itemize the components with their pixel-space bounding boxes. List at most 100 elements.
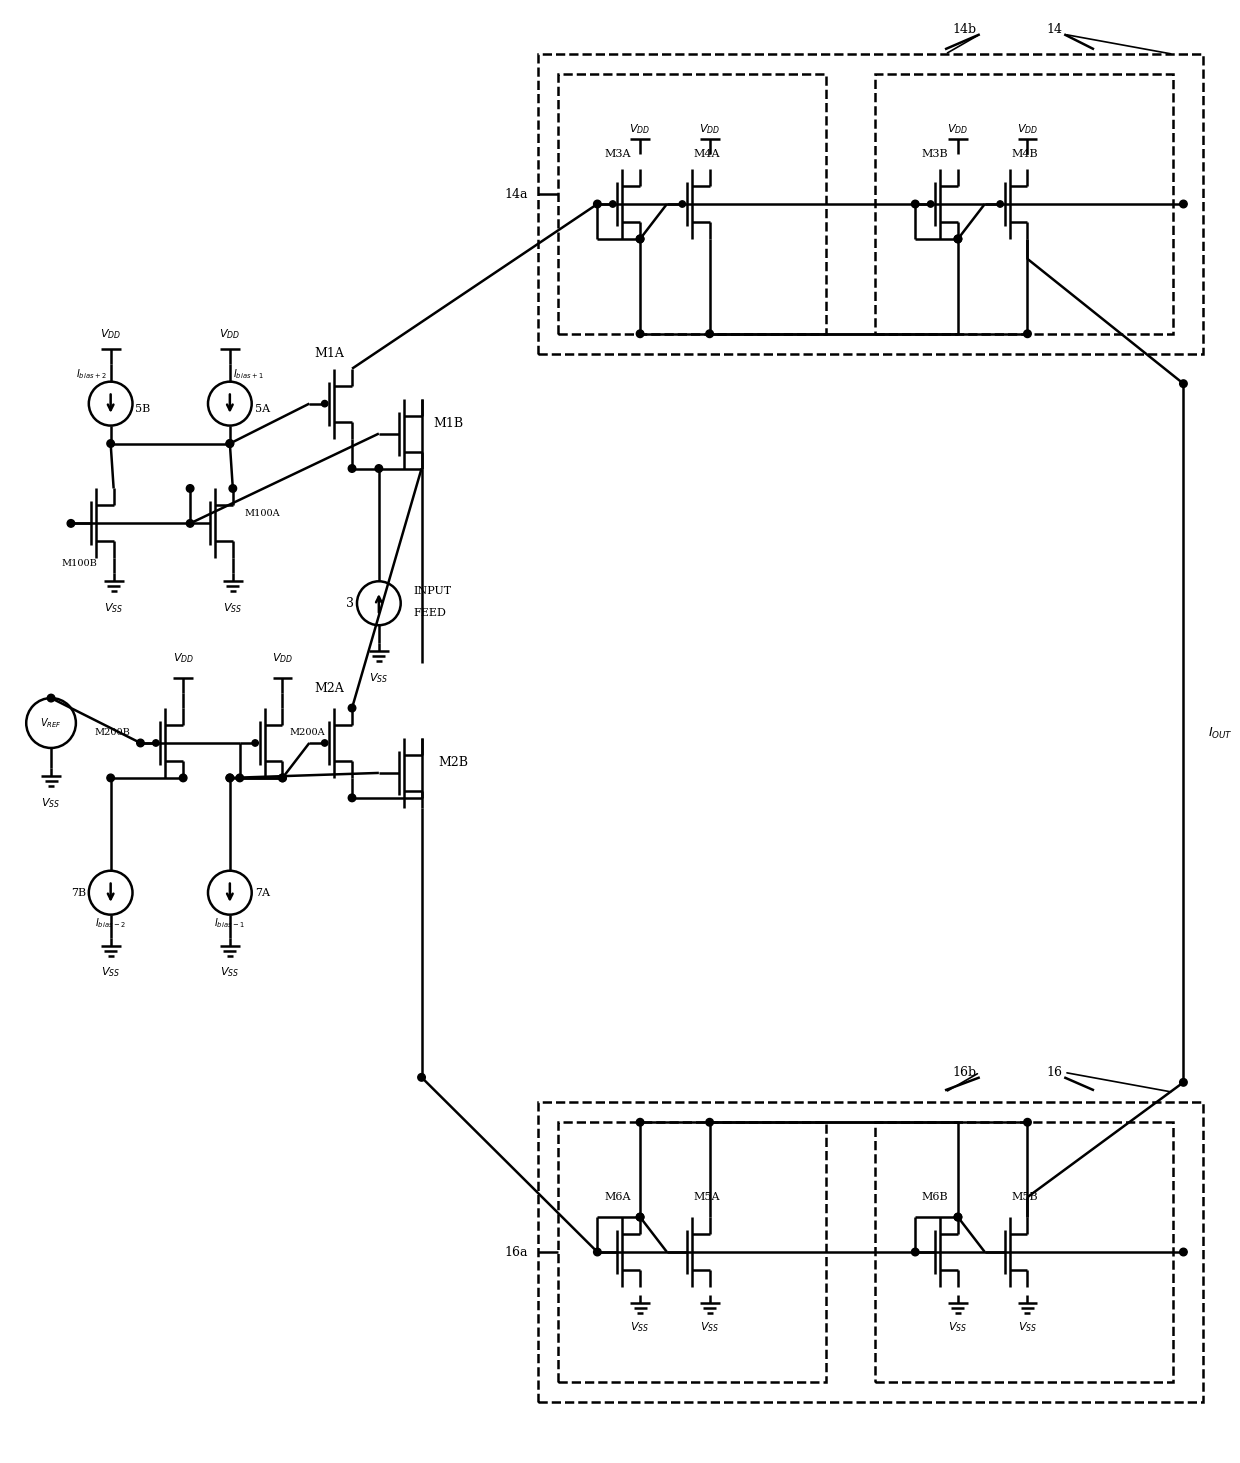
Circle shape [610,200,616,208]
Text: M3A: M3A [604,149,630,159]
Circle shape [636,331,644,338]
Text: M100A: M100A [244,509,280,518]
Circle shape [706,1119,713,1127]
Circle shape [636,236,644,243]
Circle shape [1179,1078,1187,1086]
Circle shape [229,484,237,492]
Text: $I_{bias-2}$: $I_{bias-2}$ [95,916,126,929]
Text: $V_{SS}$: $V_{SS}$ [949,1320,967,1334]
Circle shape [226,774,233,781]
Bar [538,54,1203,354]
Text: M2A: M2A [314,682,343,695]
Text: $I_{bias+1}$: $I_{bias+1}$ [233,367,264,380]
Text: M200A: M200A [289,729,325,737]
Text: M5A: M5A [693,1192,720,1203]
Circle shape [594,200,601,208]
Circle shape [1024,331,1032,338]
Circle shape [226,440,233,448]
Text: $V_{DD}$: $V_{DD}$ [630,123,651,136]
Circle shape [47,695,55,702]
Circle shape [186,484,193,492]
Text: 5A: 5A [254,404,270,414]
Circle shape [706,331,713,338]
Text: 14: 14 [1047,23,1063,35]
Circle shape [67,519,74,527]
Circle shape [1179,200,1187,208]
Circle shape [911,1248,919,1255]
Circle shape [1179,380,1187,388]
Text: $I_{bias+2}$: $I_{bias+2}$ [76,367,107,380]
Circle shape [348,704,356,712]
Text: FEED: FEED [414,609,446,619]
Circle shape [1024,1119,1032,1127]
Circle shape [136,739,144,746]
Text: 7B: 7B [71,888,86,898]
Text: $V_{DD}$: $V_{DD}$ [272,651,293,666]
Circle shape [279,774,286,781]
Bar [875,75,1173,334]
Text: $V_{REF}$: $V_{REF}$ [40,715,62,730]
Text: M1B: M1B [434,417,464,430]
Circle shape [180,774,187,781]
Text: $V_{DD}$: $V_{DD}$ [100,326,122,341]
Text: INPUT: INPUT [414,587,451,597]
Text: M3B: M3B [921,149,949,159]
Text: 16a: 16a [505,1245,528,1258]
Text: M4A: M4A [693,149,720,159]
Circle shape [636,236,644,243]
Circle shape [954,1213,962,1220]
Text: 14b: 14b [952,23,977,35]
Text: M200B: M200B [94,729,130,737]
Text: $I_{OUT}$: $I_{OUT}$ [1208,726,1233,740]
Circle shape [636,1213,644,1220]
Circle shape [954,236,962,243]
Circle shape [954,236,962,243]
Text: 16b: 16b [952,1067,977,1078]
Text: M5B: M5B [1011,1192,1038,1203]
Text: $I_{bias-1}$: $I_{bias-1}$ [215,916,246,929]
Circle shape [252,740,258,746]
Circle shape [911,200,919,208]
Circle shape [107,440,114,448]
Text: 7A: 7A [254,888,269,898]
Text: M6A: M6A [604,1192,630,1203]
Text: $V_{DD}$: $V_{DD}$ [219,326,241,341]
Text: $V_{SS}$: $V_{SS}$ [370,672,388,685]
Circle shape [1179,1248,1187,1255]
Circle shape [186,519,193,527]
Text: $V_{SS}$: $V_{SS}$ [701,1320,719,1334]
Circle shape [594,1248,601,1255]
Circle shape [226,440,233,448]
Circle shape [226,774,233,781]
Bar [875,1122,1173,1381]
Text: M4B: M4B [1011,149,1038,159]
Text: 14a: 14a [505,187,528,200]
Text: M100B: M100B [61,559,97,568]
Text: 3: 3 [346,597,353,610]
Circle shape [107,774,114,781]
Circle shape [954,1213,962,1220]
Circle shape [348,465,356,473]
Text: $V_{SS}$: $V_{SS}$ [41,796,61,809]
Text: $V_{DD}$: $V_{DD}$ [947,123,968,136]
Text: M6B: M6B [921,1192,949,1203]
Text: M2B: M2B [439,756,469,770]
Text: $V_{DD}$: $V_{DD}$ [699,123,720,136]
Bar [558,1122,826,1381]
Circle shape [418,1074,425,1081]
Text: 16: 16 [1047,1067,1063,1078]
Circle shape [279,774,286,781]
Text: 5B: 5B [135,404,151,414]
Circle shape [374,465,383,473]
Text: $V_{SS}$: $V_{SS}$ [221,966,239,979]
Circle shape [348,794,356,802]
Text: $V_{DD}$: $V_{DD}$ [1017,123,1038,136]
Circle shape [680,200,686,208]
Circle shape [321,740,327,746]
Circle shape [236,774,243,781]
Text: $V_{SS}$: $V_{SS}$ [104,601,123,614]
Circle shape [997,200,1003,208]
Circle shape [636,1119,644,1127]
Circle shape [928,200,934,208]
Text: $V_{DD}$: $V_{DD}$ [172,651,193,666]
